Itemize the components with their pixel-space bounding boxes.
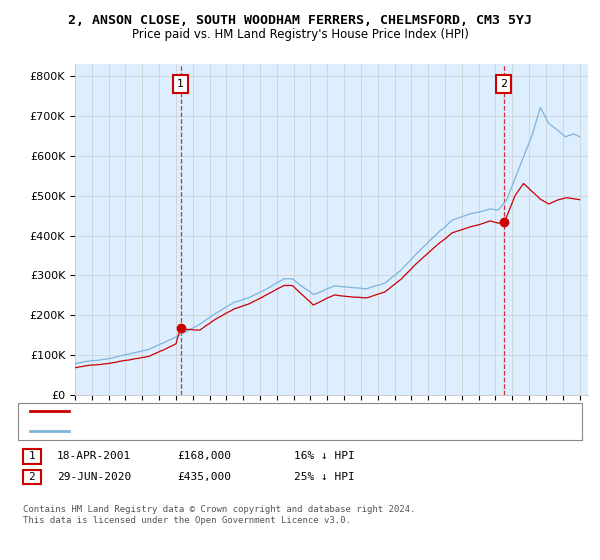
Text: £168,000: £168,000 xyxy=(177,451,231,461)
Text: 25% ↓ HPI: 25% ↓ HPI xyxy=(294,472,355,482)
Text: £435,000: £435,000 xyxy=(177,472,231,482)
Text: 1: 1 xyxy=(177,79,184,89)
Text: 18-APR-2001: 18-APR-2001 xyxy=(57,451,131,461)
Text: 16% ↓ HPI: 16% ↓ HPI xyxy=(294,451,355,461)
Text: 2, ANSON CLOSE, SOUTH WOODHAM FERRERS, CHELMSFORD, CM3 5YJ: 2, ANSON CLOSE, SOUTH WOODHAM FERRERS, C… xyxy=(68,14,532,27)
Text: Price paid vs. HM Land Registry's House Price Index (HPI): Price paid vs. HM Land Registry's House … xyxy=(131,28,469,41)
Text: 2, ANSON CLOSE, SOUTH WOODHAM FERRERS, CHELMSFORD, CM3 5YJ (detached house: 2, ANSON CLOSE, SOUTH WOODHAM FERRERS, C… xyxy=(75,407,510,416)
Text: HPI: Average price, detached house, Chelmsford: HPI: Average price, detached house, Chel… xyxy=(75,427,345,436)
Text: 2: 2 xyxy=(500,79,508,89)
Text: 2: 2 xyxy=(28,472,35,482)
Text: Contains HM Land Registry data © Crown copyright and database right 2024.
This d: Contains HM Land Registry data © Crown c… xyxy=(23,505,415,525)
Text: 1: 1 xyxy=(28,451,35,461)
Text: 29-JUN-2020: 29-JUN-2020 xyxy=(57,472,131,482)
